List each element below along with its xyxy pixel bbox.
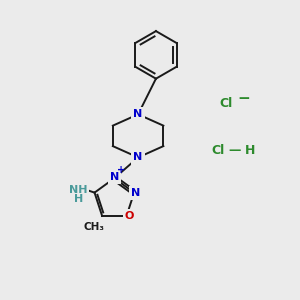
- Text: Cl: Cl: [212, 143, 225, 157]
- Text: NH: NH: [69, 184, 87, 195]
- Text: CH₃: CH₃: [83, 222, 104, 232]
- Text: N: N: [134, 152, 143, 162]
- Text: +: +: [117, 165, 125, 175]
- Text: −: −: [237, 92, 250, 106]
- Text: —: —: [229, 143, 241, 157]
- Text: Cl: Cl: [219, 98, 232, 110]
- Text: O: O: [125, 211, 134, 221]
- Text: H: H: [244, 143, 255, 157]
- Text: N: N: [134, 109, 143, 119]
- Text: H: H: [74, 194, 84, 204]
- Text: N: N: [131, 188, 140, 198]
- Text: N: N: [110, 172, 119, 182]
